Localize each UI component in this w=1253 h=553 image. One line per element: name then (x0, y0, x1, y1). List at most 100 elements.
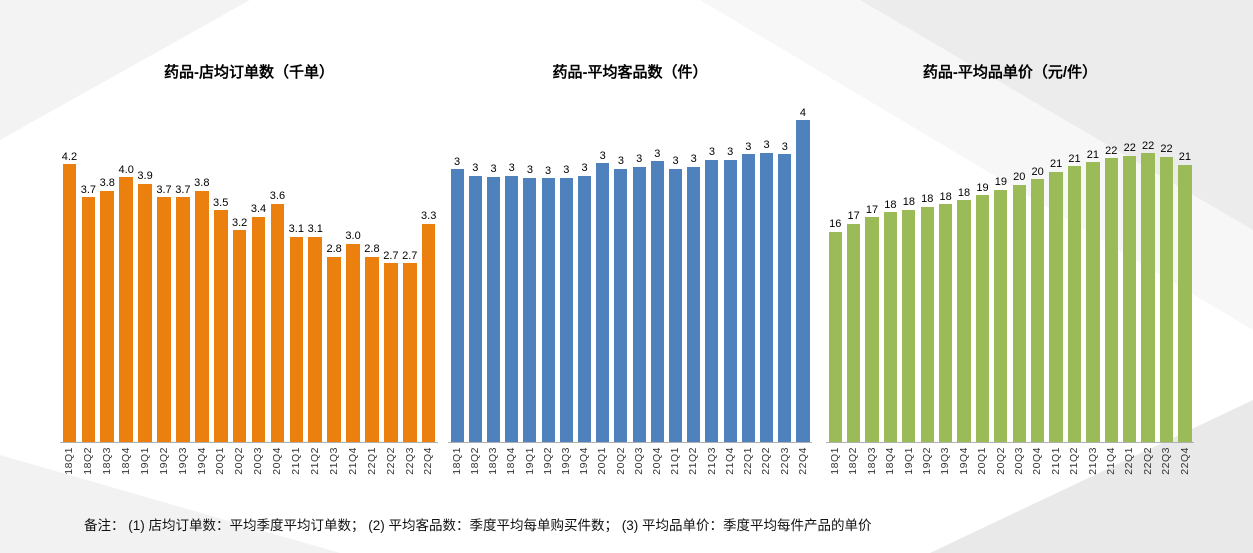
x-axis-label: 22Q2 (384, 447, 397, 475)
bar (939, 204, 953, 442)
bar-value-label: 3.8 (194, 176, 210, 189)
bar-column: 4.0 (117, 98, 136, 442)
bar-value-label: 3 (672, 154, 679, 167)
bar-column: 18 (918, 98, 936, 442)
bar (1031, 179, 1045, 442)
x-axis-label: 20Q3 (252, 447, 265, 475)
bar-column: 3 (757, 98, 775, 442)
x-axis-label: 18Q4 (119, 447, 132, 475)
plot-area: 16 17 17 18 18 18 18 18 19 19 20 20 21 21 21 22 22 22 22 21 (826, 98, 1194, 443)
bar-value-label: 3 (545, 164, 552, 177)
x-axis-label: 19Q1 (138, 447, 151, 475)
x-axis-label: 20Q2 (233, 447, 246, 475)
bar (213, 210, 228, 442)
bar-value-label: 18 (957, 186, 971, 199)
bar-column: 18 (955, 98, 973, 442)
bar-column: 3 (703, 98, 721, 442)
x-axis-labels: 18Q1 18Q2 18Q3 18Q4 19Q1 19Q2 19Q3 19Q4 20Q1 20Q2… (448, 443, 812, 499)
x-axis-label: 18Q3 (101, 447, 114, 475)
x-axis-label: 21Q4 (723, 447, 736, 475)
bar-column: 3.1 (287, 98, 306, 442)
bar-column: 21 (1047, 98, 1065, 442)
x-axis-label: 19Q2 (920, 447, 933, 475)
bar-value-label: 3 (763, 138, 770, 151)
bar-value-label: 2.7 (383, 249, 399, 262)
bar-value-label: 3 (727, 146, 734, 159)
x-axis-label: 20Q3 (632, 447, 645, 475)
bar-value-label: 22 (1141, 139, 1155, 152)
bar-value-label: 3 (599, 149, 606, 162)
bar-column: 3 (557, 98, 575, 442)
bar-column: 22 (1121, 98, 1139, 442)
x-axis-label: 19Q1 (523, 447, 536, 475)
bar (176, 197, 190, 442)
bar-column: 22 (1157, 98, 1175, 442)
bar-column: 3.4 (249, 98, 268, 442)
bar (194, 190, 209, 442)
bar (450, 169, 464, 442)
bar-column: 3 (539, 98, 557, 442)
bar (883, 212, 898, 442)
bar-value-label: 22 (1105, 144, 1118, 157)
bar-value-label: 2.7 (402, 249, 418, 262)
bar-column: 3 (685, 98, 703, 442)
x-axis-label: 19Q4 (195, 447, 208, 475)
bar-value-label: 3 (508, 162, 515, 175)
bar-column: 4.2 (60, 98, 79, 442)
bar-column: 22 (1102, 98, 1120, 442)
bar-column: 3 (776, 98, 794, 442)
bar-value-label: 3.1 (307, 223, 323, 236)
bar (687, 166, 701, 442)
bar-value-label: 19 (994, 176, 1007, 189)
bar (486, 176, 501, 442)
bar-column: 3.8 (98, 98, 117, 442)
x-axis-label: 18Q1 (63, 447, 76, 475)
x-axis-label: 20Q2 (994, 447, 1007, 475)
bar (632, 166, 646, 442)
bar-column: 3.7 (79, 98, 98, 442)
bar-column: 3.0 (344, 98, 363, 442)
bar-column: 2.8 (325, 98, 344, 442)
bar-value-label: 3.4 (250, 203, 267, 216)
x-axis-label: 21Q1 (290, 447, 303, 475)
bar-value-label: 2.8 (326, 243, 342, 256)
bar-value-label: 3.7 (80, 183, 96, 196)
bar (100, 190, 115, 442)
bar (975, 195, 990, 442)
x-axis-label: 22Q3 (403, 447, 416, 475)
x-axis-label: 21Q3 (1086, 447, 1099, 475)
bar (596, 163, 610, 442)
x-axis-label: 19Q2 (541, 447, 554, 475)
bar-column: 22 (1139, 98, 1157, 442)
x-axis-label: 18Q2 (82, 447, 95, 475)
bar-column: 16 (826, 98, 844, 442)
bar (1159, 157, 1174, 442)
x-axis-label: 18Q1 (450, 447, 463, 475)
bar-column: 2.7 (400, 98, 419, 442)
chart-title: 药品-平均品单价（元/件） (922, 64, 1098, 81)
x-axis-label: 19Q3 (939, 447, 952, 475)
bar-value-label: 18 (939, 190, 952, 203)
bar (559, 177, 573, 442)
bar-column: 3 (721, 98, 739, 442)
bar-value-label: 3 (454, 155, 461, 168)
x-axis-label: 22Q2 (1141, 447, 1154, 475)
x-axis-label: 20Q4 (1031, 447, 1044, 475)
bar-column: 3 (630, 98, 648, 442)
x-axis-labels: 18Q1 18Q2 18Q3 18Q4 19Q1 19Q2 19Q3 19Q4 20Q1 20Q2… (826, 443, 1194, 499)
x-axis-label: 21Q2 (1068, 447, 1081, 475)
x-axis-label: 20Q1 (596, 447, 609, 475)
bar-column: 18 (900, 98, 918, 442)
bar (865, 217, 879, 442)
bar (119, 177, 133, 442)
x-axis-label: 22Q1 (742, 447, 755, 475)
bar (760, 152, 774, 442)
bar-column: 2.8 (363, 98, 382, 442)
bar (902, 209, 916, 442)
x-axis-label: 21Q3 (705, 447, 718, 475)
bar-value-label: 3.1 (288, 223, 304, 236)
bar-value-label: 20 (1013, 171, 1026, 184)
bar-value-label: 3 (526, 163, 533, 176)
x-axis-label: 21Q2 (308, 447, 321, 475)
